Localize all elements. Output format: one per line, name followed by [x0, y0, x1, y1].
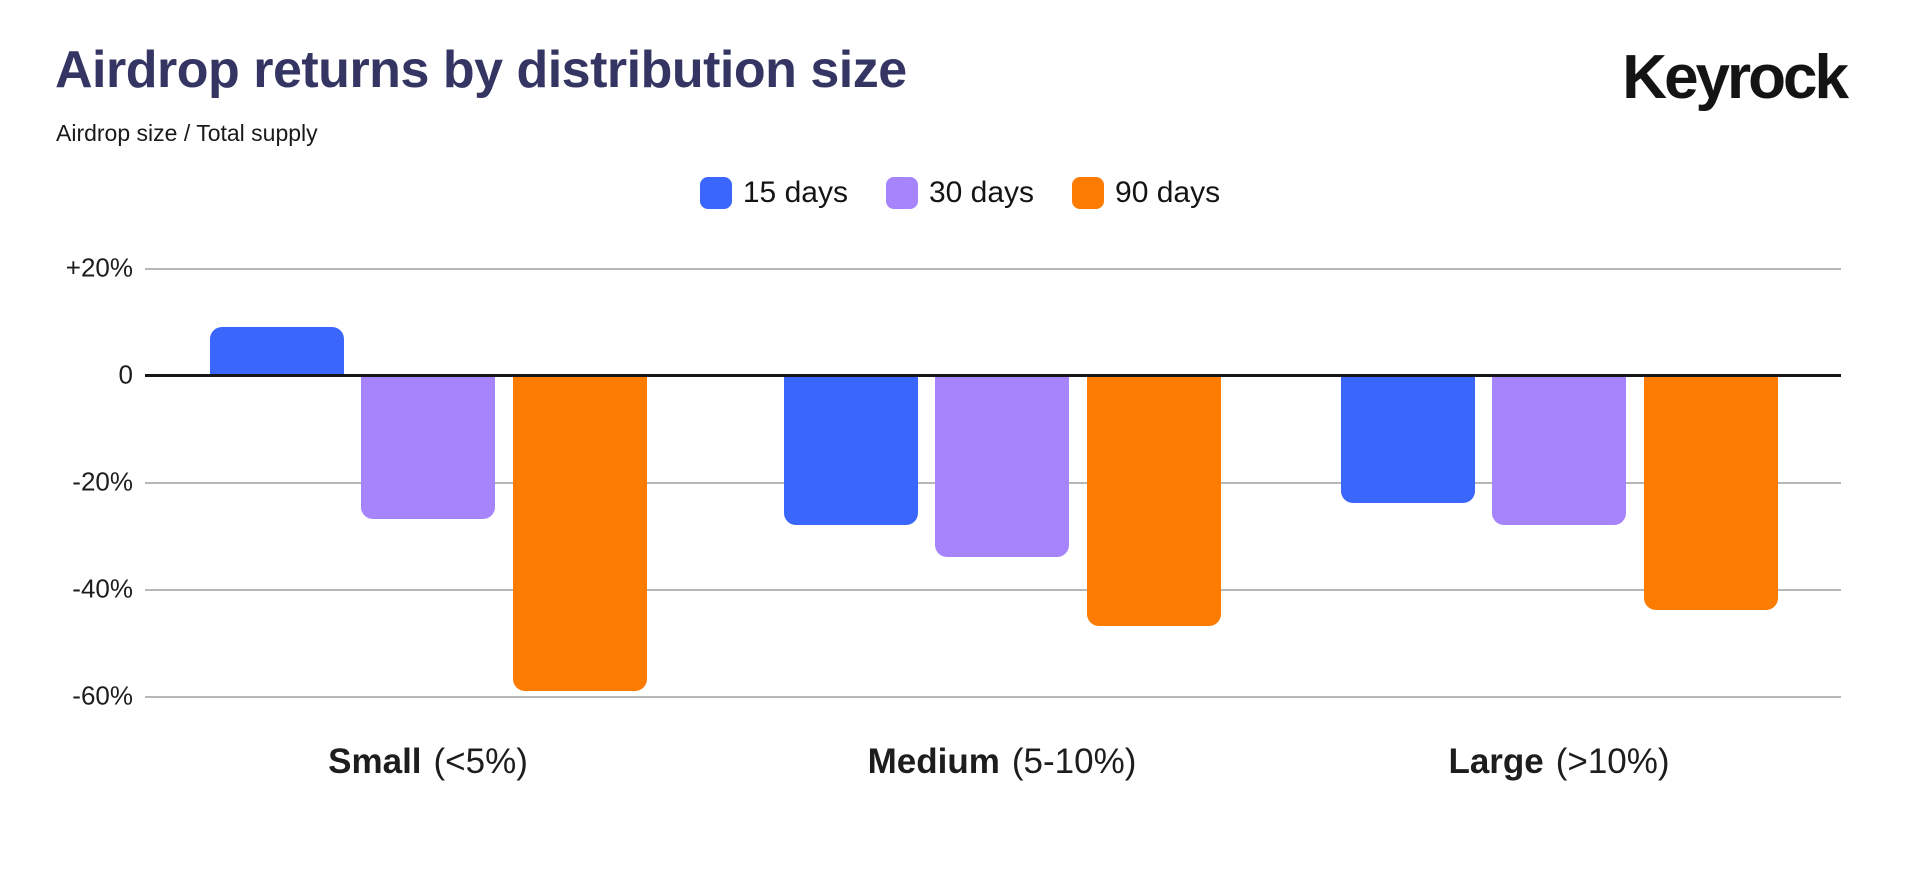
bar-medium-15days	[783, 375, 918, 525]
y-axis-tick--40%: -40%	[72, 573, 133, 604]
legend-swatch-icon	[1072, 177, 1105, 209]
bar-large-15days	[1340, 375, 1475, 504]
legend-item-15days: 15 days	[699, 176, 848, 210]
x-axis-label-large: Large (>10%)	[1448, 742, 1669, 782]
x-axis-label-medium: Medium (5-10%)	[868, 742, 1137, 782]
gridline--40%	[145, 589, 1841, 591]
category-range: (5-10%)	[1011, 742, 1137, 781]
bar-large-30days	[1492, 375, 1626, 525]
keyrock-logo: Keyrock	[1622, 43, 1849, 112]
bar-small-15days	[209, 326, 344, 375]
legend-item-90days: 90 days	[1072, 176, 1220, 210]
legend-swatch-icon	[885, 177, 918, 209]
chart-title: Airdrop returns by distribution size	[55, 41, 907, 99]
bar-small-90days	[512, 375, 647, 691]
y-axis-tick-+20%: +20%	[65, 252, 133, 283]
legend: 15 days 30 days 90 days	[0, 176, 1920, 210]
bar-medium-90days	[1086, 375, 1221, 627]
legend-label: 30 days	[928, 176, 1035, 209]
legend-swatch-icon	[699, 177, 732, 209]
bar-small-30days	[361, 375, 495, 520]
x-axis-label-small: Small (<5%)	[328, 742, 528, 782]
legend-label: 15 days	[742, 176, 848, 209]
gridline--60%	[145, 696, 1841, 698]
gridline-+20%	[145, 268, 1841, 270]
bar-medium-30days	[935, 375, 1069, 557]
category-range: (<5%)	[433, 742, 528, 781]
category-name: Medium	[867, 742, 1000, 781]
bar-large-90days	[1643, 375, 1778, 611]
y-axis-tick--20%: -20%	[72, 466, 133, 497]
legend-label: 90 days	[1115, 176, 1221, 209]
y-axis-tick--60%: -60%	[72, 680, 133, 711]
zero-axis-line	[145, 373, 1841, 377]
category-range: (>10%)	[1555, 742, 1670, 781]
legend-item-30days: 30 days	[885, 176, 1035, 210]
category-name: Large	[1448, 742, 1544, 781]
y-axis-tick-0: 0	[118, 359, 133, 390]
chart-subtitle: Airdrop size / Total supply	[56, 120, 318, 146]
category-name: Small	[328, 742, 422, 781]
